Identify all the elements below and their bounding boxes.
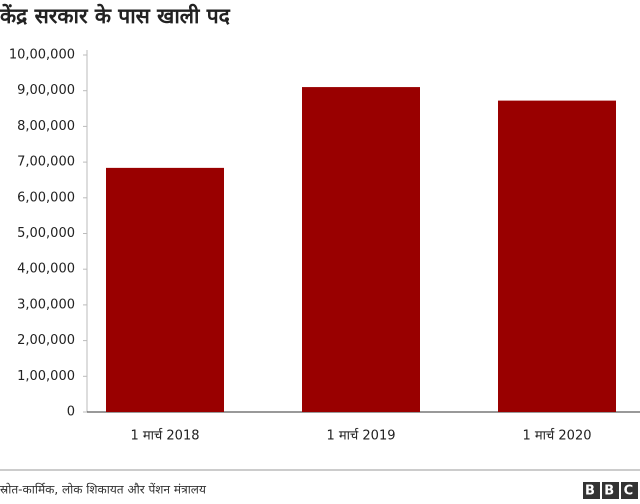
logo-box — [583, 482, 600, 499]
y-tick-label: 7,00,000 — [17, 155, 75, 170]
y-tick-label: 1,00,000 — [17, 369, 75, 384]
x-tick-label: 1 मार्च 2020 — [522, 428, 591, 444]
y-tick-label: 2,00,000 — [17, 333, 75, 348]
chart-title: केंद्र सरकार के पास खाली पद — [0, 3, 231, 28]
y-tick-label: 0 — [67, 405, 75, 420]
y-tick-label: 6,00,000 — [17, 190, 75, 205]
y-tick-label: 10,00,000 — [9, 48, 75, 63]
y-tick-label: 3,00,000 — [17, 297, 75, 312]
logo-box — [602, 482, 619, 499]
bar — [302, 87, 420, 412]
y-tick-label: 8,00,000 — [17, 119, 75, 134]
y-tick-label: 9,00,000 — [17, 83, 75, 98]
y-tick-label: 5,00,000 — [17, 226, 75, 241]
bar — [106, 167, 224, 412]
logo-text: BBC — [585, 484, 640, 499]
logo: BBC — [583, 482, 640, 499]
bar — [498, 100, 616, 412]
logo-box — [621, 482, 638, 499]
source: स्रोत-कार्मिक, लोक शिकायत और पेंशन मंत्र… — [0, 483, 207, 497]
y-tick-label: 4,00,000 — [17, 262, 75, 277]
x-tick-label: 1 मार्च 2019 — [326, 428, 395, 444]
x-tick-label: 1 मार्च 2018 — [130, 428, 199, 444]
